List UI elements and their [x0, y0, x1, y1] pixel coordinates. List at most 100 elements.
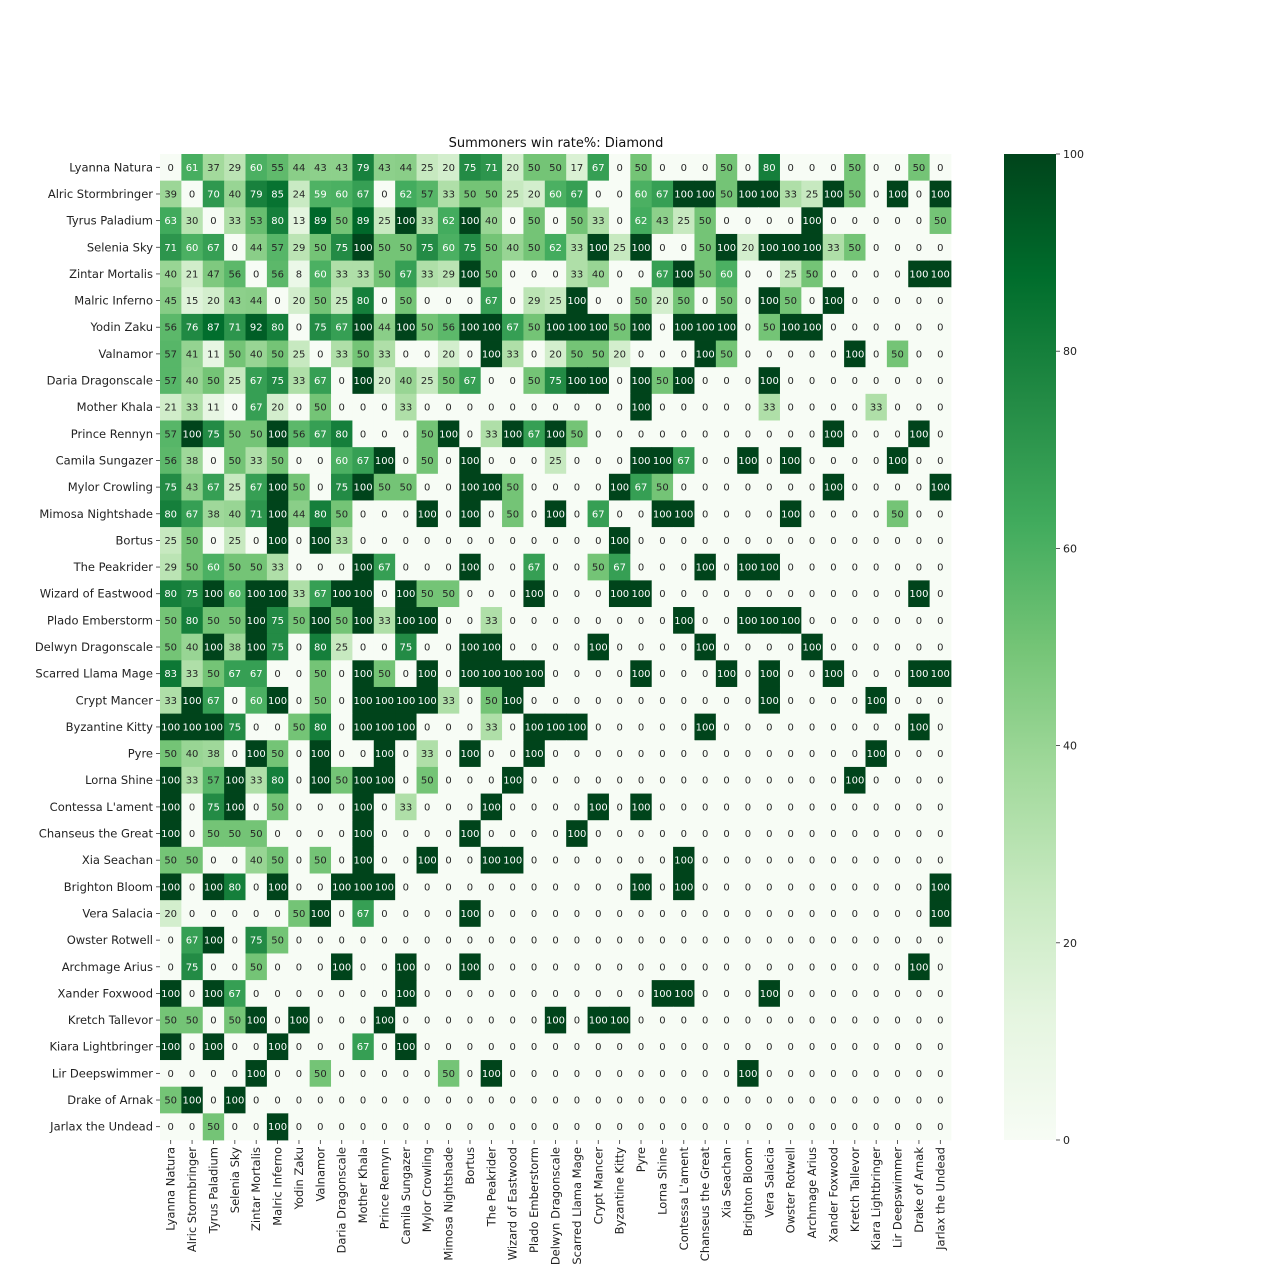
cell-value-label: 80: [164, 589, 177, 600]
cell-value-label: 100: [375, 1016, 394, 1027]
heatmap-cell: [886, 793, 909, 821]
heatmap-cell: [908, 233, 931, 261]
cell-value-label: 29: [528, 296, 541, 307]
heatmap-cell: [459, 740, 482, 768]
x-tick-label: Drake of Arnak: [912, 1147, 926, 1233]
heatmap-cell: [459, 1033, 482, 1061]
heatmap-cell: [352, 660, 375, 688]
cell-value-label: 0: [787, 1042, 793, 1053]
heatmap-cell: [694, 1060, 717, 1088]
cell-value-label: 0: [894, 323, 900, 334]
heatmap-cell: [224, 207, 246, 235]
cell-value-label: 100: [717, 669, 736, 680]
cell-value-label: 25: [549, 456, 562, 467]
cell-value-label: 67: [592, 509, 605, 520]
cell-value-label: 100: [525, 722, 544, 733]
cell-value-label: 0: [916, 483, 922, 494]
cell-value-label: 100: [525, 589, 544, 600]
heatmap-cell: [908, 1086, 931, 1114]
cell-value-label: 0: [766, 483, 772, 494]
heatmap-cell: [437, 420, 460, 448]
heatmap-cell: [587, 260, 610, 288]
cell-value-label: 57: [164, 429, 177, 440]
cell-value-label: 0: [232, 962, 238, 973]
cell-value-label: 0: [787, 163, 793, 174]
cell-value-label: 100: [589, 802, 608, 813]
heatmap-cell: [779, 447, 802, 475]
heatmap-cell: [929, 447, 952, 475]
heatmap-cell: [160, 793, 182, 821]
cell-value-label: 0: [723, 1042, 729, 1053]
cell-value-label: 75: [271, 376, 284, 387]
cell-value-label: 100: [161, 776, 180, 787]
cell-value-label: 33: [485, 722, 498, 733]
cell-value-label: 0: [937, 429, 943, 440]
cell-value-label: 71: [485, 163, 498, 174]
cell-value-label: 0: [852, 856, 858, 867]
cell-value-label: 60: [442, 243, 455, 254]
heatmap-cell: [651, 500, 674, 528]
cell-value-label: 0: [595, 1042, 601, 1053]
heatmap-cell: [352, 820, 375, 848]
cell-value-label: 0: [681, 536, 687, 547]
cell-value-label: 0: [830, 1096, 836, 1107]
heatmap-cell: [309, 1086, 332, 1114]
heatmap-cell: [822, 1033, 845, 1061]
cell-value-label: 0: [616, 1122, 622, 1133]
heatmap-cell: [865, 793, 888, 821]
heatmap-cell: [929, 553, 952, 581]
heatmap-cell: [523, 154, 546, 182]
cell-value-label: 79: [357, 163, 370, 174]
heatmap-cell: [715, 287, 738, 315]
cell-value-label: 0: [296, 749, 302, 760]
cell-value-label: 0: [659, 829, 665, 840]
x-tick-label: Delwyn Dragonscale: [549, 1147, 563, 1265]
cell-value-label: 0: [296, 563, 302, 574]
cell-value-label: 0: [852, 269, 858, 280]
heatmap-cell: [608, 660, 631, 688]
cell-value-label: 0: [659, 1096, 665, 1107]
heatmap-cell: [202, 633, 225, 661]
cell-value-label: 0: [616, 936, 622, 947]
heatmap-cell: [181, 873, 204, 901]
cell-value-label: 0: [937, 776, 943, 787]
cell-value-label: 0: [702, 1096, 708, 1107]
heatmap-cell: [480, 553, 503, 581]
cell-value-label: 0: [595, 776, 601, 787]
heatmap-cell: [758, 1086, 781, 1114]
heatmap-cell: [865, 287, 888, 315]
cell-value-label: 29: [228, 163, 241, 174]
cell-value-label: 0: [659, 1122, 665, 1133]
cell-value-label: 0: [445, 829, 451, 840]
cell-value-label: 0: [702, 989, 708, 1000]
heatmap-cell: [224, 1113, 246, 1141]
heatmap-cell: [331, 393, 353, 421]
heatmap-cell: [779, 313, 802, 341]
heatmap-cell: [352, 846, 375, 874]
heatmap-cell: [801, 553, 824, 581]
heatmap-cell: [673, 500, 695, 528]
cell-value-label: 0: [916, 749, 922, 760]
heatmap-cell: [480, 740, 503, 768]
heatmap-cell: [779, 553, 802, 581]
y-tick-label: Camila Sungazer: [56, 453, 154, 467]
heatmap-cell: [566, 233, 588, 261]
cell-value-label: 0: [574, 456, 580, 467]
cell-value-label: 0: [681, 1042, 687, 1053]
cell-value-label: 50: [891, 349, 904, 360]
cell-value-label: 0: [574, 509, 580, 520]
heatmap-cell: [523, 287, 546, 315]
heatmap-cell: [523, 980, 546, 1008]
cell-value-label: 0: [873, 669, 879, 680]
cell-value-label: 0: [894, 1069, 900, 1080]
cell-value-label: 0: [830, 509, 836, 520]
cell-value-label: 0: [424, 563, 430, 574]
heatmap-cell: [416, 154, 439, 182]
heatmap-cell: [651, 793, 674, 821]
heatmap-cell: [352, 233, 375, 261]
heatmap-cell: [801, 473, 824, 501]
heatmap-cell: [630, 233, 653, 261]
heatmap-cell: [416, 207, 439, 235]
cell-value-label: 75: [399, 643, 412, 654]
heatmap-cell: [651, 953, 674, 981]
